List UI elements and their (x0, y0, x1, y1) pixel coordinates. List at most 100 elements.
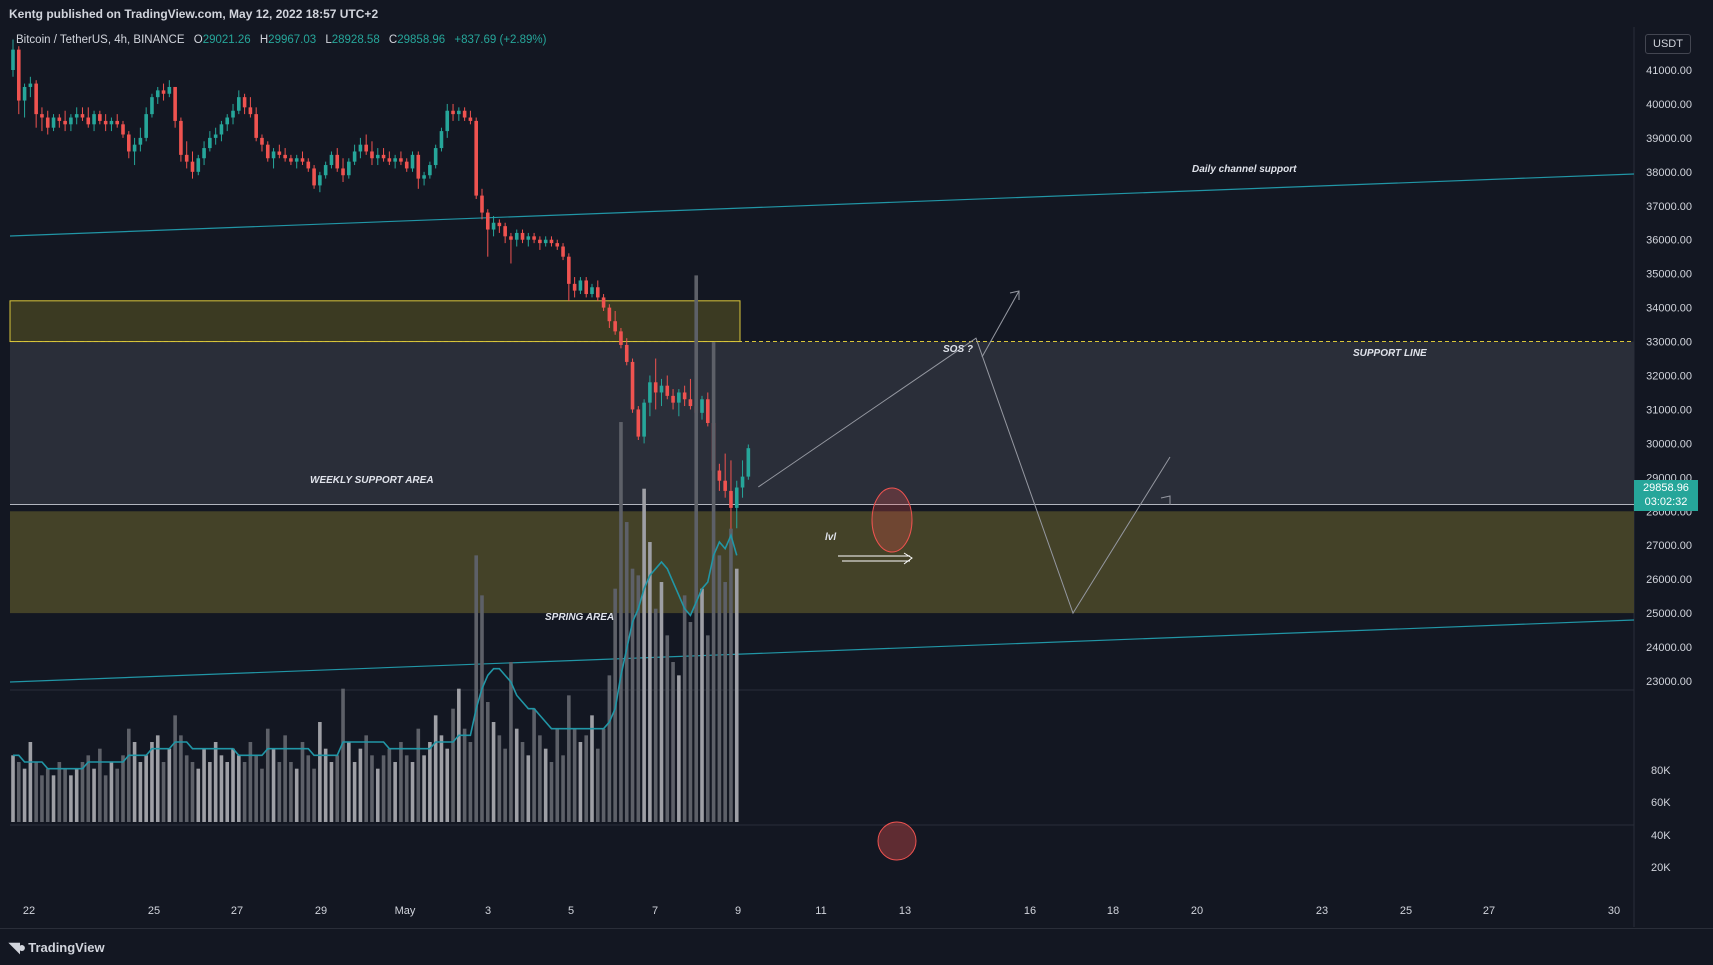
currency-button[interactable]: USDT (1645, 34, 1691, 54)
lvl-label: lvl (825, 532, 836, 543)
volume-bar (190, 762, 195, 822)
tradingview-logo[interactable]: ◥● TradingView (9, 939, 105, 956)
publisher-text: Kentg published on TradingView.com, May … (9, 7, 379, 21)
last-price: 29858.96 (1643, 482, 1689, 494)
volume-bar (439, 735, 444, 822)
volume-bar (219, 755, 224, 822)
daily-channel-label: Daily channel support (1192, 164, 1297, 175)
volume-bar (69, 775, 73, 822)
volume-bar (607, 675, 612, 822)
volume-bar (306, 755, 311, 822)
candle-body (439, 131, 444, 149)
volume-bar (734, 568, 739, 822)
time-tick-label: 13 (899, 905, 911, 917)
volume-bar (184, 755, 189, 822)
daily-channel-upper (9, 173, 1635, 237)
highlight-ellipse (871, 487, 913, 553)
volume-bar (671, 662, 675, 822)
candle-body (665, 385, 670, 396)
time-tick-label: 25 (1400, 905, 1412, 917)
supply-zone (9, 300, 741, 343)
candle-body (636, 409, 641, 437)
candle-body (642, 402, 646, 437)
volume-bar (468, 742, 473, 822)
volume-bar (208, 762, 212, 822)
open-value: 29021.26 (202, 34, 251, 46)
volume-bar (289, 762, 293, 822)
candle-body (283, 154, 287, 159)
bar-countdown: 03:02:32 (1644, 496, 1688, 508)
candle-body (607, 307, 612, 322)
symbol-name: Bitcoin / TetherUS, 4h, BINANCE (16, 34, 185, 46)
time-tick-label: 11 (815, 905, 826, 917)
volume-bar (98, 748, 102, 822)
volume-bar (457, 688, 461, 822)
spring-zone (10, 511, 1634, 614)
volume-bar (375, 768, 380, 822)
candle-body (543, 239, 548, 244)
volume-bar (630, 568, 635, 822)
volume-bar (381, 755, 386, 822)
candle-body (428, 165, 432, 176)
volume-bar (283, 735, 287, 822)
candle-body (63, 120, 67, 125)
candle-body (45, 117, 50, 128)
volume-bar (260, 768, 264, 822)
candle-body (92, 114, 96, 125)
candle-body (190, 161, 195, 172)
volume-bar (127, 728, 131, 822)
open-label: O (193, 34, 203, 46)
candle-body (445, 110, 450, 132)
volume-bar (694, 275, 699, 822)
candle-body (132, 144, 137, 152)
candle-body (491, 222, 496, 230)
candle-body (312, 168, 316, 186)
volume-bar (57, 762, 62, 822)
candle-body (127, 134, 131, 152)
volume-bar (80, 762, 85, 822)
volume-bar (422, 755, 426, 822)
candle-body (265, 144, 270, 159)
candle-body (433, 148, 438, 166)
time-tick-label: 22 (23, 905, 35, 917)
candle-body (595, 287, 600, 298)
volume-bar (63, 768, 67, 822)
candle-body (601, 297, 606, 308)
weekly-support-zone (10, 341, 1634, 505)
publisher-bar: Kentg published on TradingView.com, May … (0, 0, 1713, 28)
volume-bar (121, 755, 125, 822)
price-chart[interactable]: Daily channel support SUPPORT LINE SOS ? WE… (0, 27, 1713, 927)
volume-bar (717, 555, 722, 822)
volume-bar (491, 722, 496, 822)
volume-bar (555, 728, 560, 822)
price-tick-label: 32000.00 (1646, 371, 1692, 383)
candle-body (457, 110, 461, 115)
sos-arrow-head (1009, 290, 1020, 300)
volume-bar (254, 755, 258, 822)
candle-body (150, 97, 154, 115)
volume-bar (503, 748, 507, 822)
change-value: +837.69 (+2.89%) (454, 34, 547, 46)
candle-body (335, 154, 340, 169)
volume-bar (416, 728, 421, 822)
volume-bar (428, 742, 432, 822)
volume-bar (45, 768, 50, 822)
candle-body (329, 154, 334, 166)
candle-body (578, 280, 583, 291)
candle-body (567, 256, 571, 284)
candle-body (196, 158, 201, 172)
volume-bar (497, 735, 502, 822)
candle-body (306, 161, 311, 169)
time-tick-label: 29 (315, 905, 327, 917)
rebound-arrow-head (1160, 495, 1171, 505)
candle-body (231, 110, 235, 118)
price-tick-label: 35000.00 (1646, 269, 1692, 281)
volume-bar (520, 742, 525, 822)
volume-bar (474, 555, 478, 822)
scenario-path (758, 337, 1171, 615)
candle-body (28, 83, 33, 87)
volume-bar (132, 742, 137, 822)
volume-bar (549, 762, 554, 822)
volume-bar (567, 695, 571, 822)
high-value: 29967.03 (268, 34, 317, 46)
